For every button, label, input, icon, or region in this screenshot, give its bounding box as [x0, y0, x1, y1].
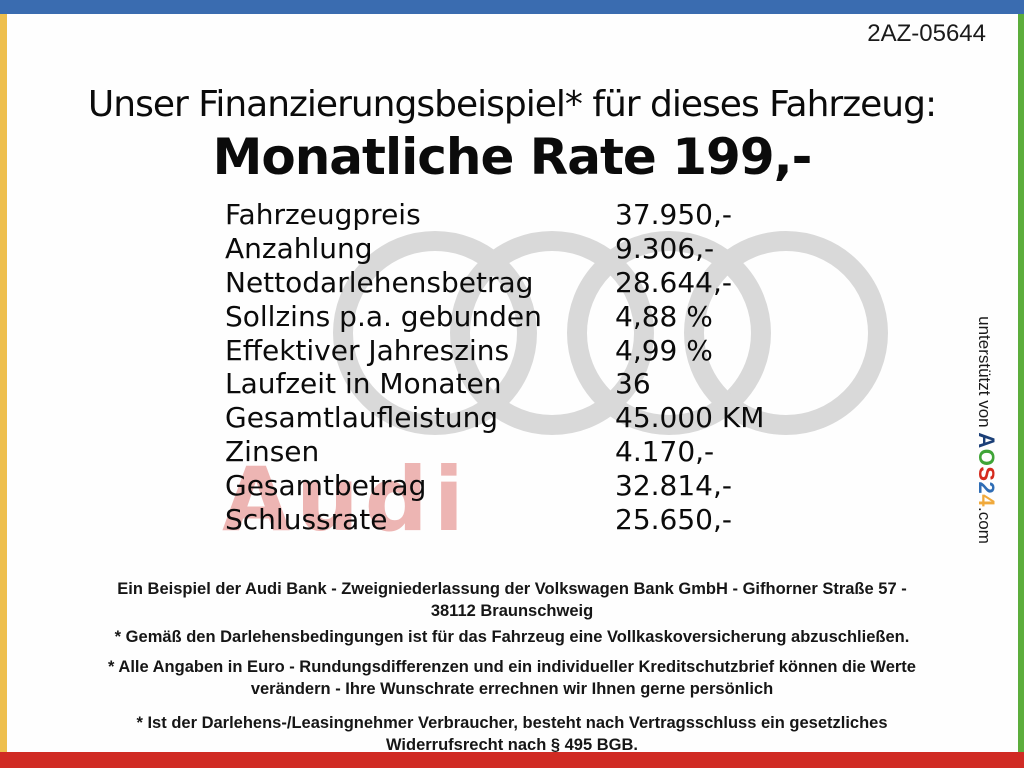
row-value: 45.000 KM: [615, 401, 765, 435]
table-row: Fahrzeugpreis 37.950,-: [225, 198, 764, 232]
footer-line: Widerrufsrecht nach § 495 BGB.: [385, 736, 638, 754]
row-value: 36: [615, 367, 651, 401]
row-label: Sollzins p.a. gebunden: [225, 299, 542, 333]
footer-line: * Alle Angaben in Euro - Rundungsdiffere…: [108, 658, 916, 676]
aos24-letter: 4: [974, 494, 999, 508]
table-row: Gesamtbetrag 32.814,-: [225, 468, 764, 502]
table-row: Nettodarlehensbetrag 28.644,-: [225, 266, 764, 300]
footer-line: 38112 Braunschweig: [430, 602, 594, 620]
footer-line: * Gemäß den Darlehensbedingungen ist für…: [114, 628, 910, 646]
aos24-letter: 2: [974, 481, 999, 495]
audi-rings-watermark-icon: [333, 231, 888, 435]
document-code: 2AZ-05644: [867, 20, 986, 47]
domain-suffix: .com: [975, 507, 994, 544]
aos24-letter: S: [974, 466, 999, 482]
footer-line: verändern - Ihre Wunschrate errechnen wi…: [250, 680, 774, 698]
row-value: 4,88 %: [615, 299, 713, 333]
page-title: Unser Finanzierungsbeispiel* für dieses …: [87, 84, 937, 125]
financing-table: Fahrzeugpreis 37.950,- Anzahlung 9.306,-…: [225, 198, 764, 536]
monthly-rate-headline: Monatliche Rate 199,-: [212, 128, 813, 186]
table-row: Gesamtlaufleistung 45.000 KM: [225, 401, 764, 435]
aos24-letter: A: [974, 432, 999, 449]
audi-wordmark-watermark: Audi: [222, 448, 470, 551]
row-value: 25.650,-: [615, 502, 732, 536]
row-label: Laufzeit in Monaten: [225, 367, 502, 401]
table-row: Laufzeit in Monaten 36: [225, 367, 764, 401]
table-row: Effektiver Jahreszins 4,99 %: [225, 333, 764, 367]
row-label: Effektiver Jahreszins: [225, 333, 510, 367]
row-value: 4,99 %: [615, 333, 713, 367]
footer-line: * Ist der Darlehens-/Leasingnehmer Verbr…: [136, 714, 888, 732]
row-label: Gesamtlaufleistung: [225, 401, 499, 435]
aos24-logo: AOS24: [973, 432, 999, 507]
row-value: 9.306,-: [615, 232, 715, 266]
right-border-stripe: [1018, 14, 1024, 752]
left-border-stripe: [0, 14, 7, 752]
row-label: Gesamtbetrag: [225, 468, 427, 502]
table-row: Schlussrate 25.650,-: [225, 502, 764, 536]
footer-line: Ein Beispiel der Audi Bank - Zweignieder…: [117, 580, 907, 598]
top-border-bar: [0, 0, 1024, 14]
row-value: 4.170,-: [615, 434, 715, 468]
row-value: 28.644,-: [615, 265, 732, 299]
row-label: Nettodarlehensbetrag: [225, 265, 534, 299]
sidebar-credit: unterstützt von AOS24 .com: [973, 295, 999, 565]
row-label: Schlussrate: [225, 502, 388, 536]
table-row: Anzahlung 9.306,-: [225, 232, 764, 266]
legal-footer: Ein Beispiel der Audi Bank - Zweignieder…: [40, 578, 984, 756]
row-label: Anzahlung: [225, 232, 373, 266]
row-label: Fahrzeugpreis: [225, 198, 421, 232]
row-value: 37.950,-: [615, 198, 732, 232]
table-row: Zinsen 4.170,-: [225, 435, 764, 469]
bottom-border-bar: [0, 752, 1024, 768]
table-row: Sollzins p.a. gebunden 4,88 %: [225, 299, 764, 333]
aos24-letter: O: [974, 448, 999, 467]
row-label: Zinsen: [225, 434, 320, 468]
row-value: 32.814,-: [615, 468, 732, 502]
supported-by-label: unterstützt von: [975, 316, 994, 433]
